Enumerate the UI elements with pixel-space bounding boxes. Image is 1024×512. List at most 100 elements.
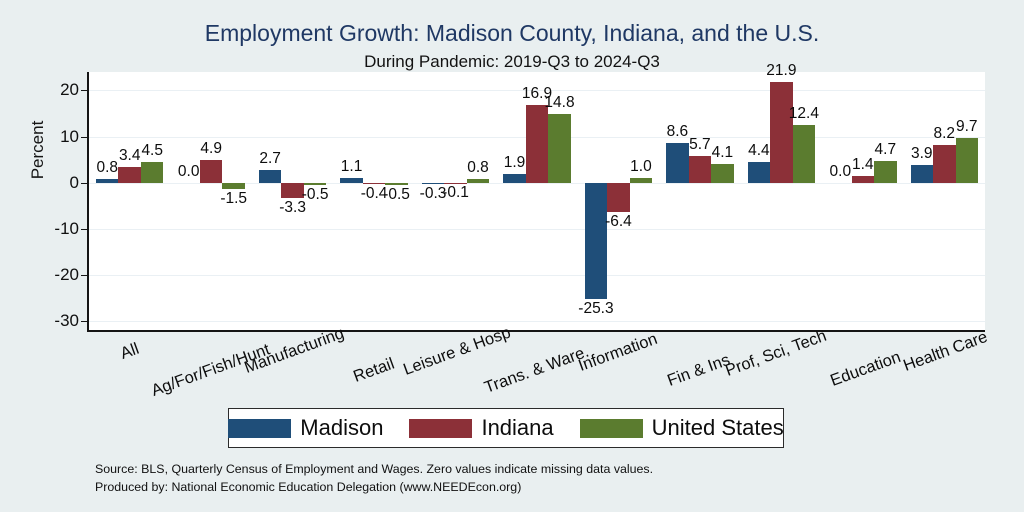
bar-value-label: 1.4 xyxy=(852,156,874,174)
bar xyxy=(222,182,245,190)
bar-value-label: -0.1 xyxy=(442,184,469,202)
chart-footer: Source: BLS, Quarterly Census of Employm… xyxy=(95,461,653,496)
y-axis-tick-label: -20 xyxy=(54,264,79,284)
bar xyxy=(933,144,956,183)
bar xyxy=(955,137,979,183)
bar xyxy=(584,182,608,300)
bar xyxy=(910,164,934,183)
y-axis-tick-mark xyxy=(81,90,88,92)
gridline xyxy=(89,228,985,230)
legend-item[interactable]: Madison xyxy=(228,415,383,441)
bar xyxy=(199,159,223,183)
bar-value-label: 4.5 xyxy=(141,141,163,159)
bar xyxy=(421,182,445,185)
bar xyxy=(548,114,571,183)
legend-item[interactable]: Indiana xyxy=(409,415,554,441)
y-axis-tick-label: -30 xyxy=(54,310,79,330)
bar-value-label: 12.4 xyxy=(788,105,819,123)
bar xyxy=(466,178,490,183)
bar xyxy=(525,104,549,183)
bar-value-label: 5.7 xyxy=(689,136,711,154)
bar-value-label: -1.5 xyxy=(220,190,248,208)
legend-swatch xyxy=(228,418,292,438)
legend-label: Indiana xyxy=(481,415,554,440)
chart-title: Employment Growth: Madison County, India… xyxy=(204,20,820,46)
y-axis-tick-mark xyxy=(81,182,88,184)
bar xyxy=(747,162,771,183)
y-axis-line xyxy=(87,72,89,330)
bar-value-label: -0.4 xyxy=(360,185,388,203)
legend-label: Madison xyxy=(300,415,384,440)
legend-swatch xyxy=(409,418,473,438)
x-axis-category-label: Retail xyxy=(350,354,397,386)
bar xyxy=(688,156,712,183)
bar xyxy=(385,182,408,185)
bar-value-label: -0.5 xyxy=(301,185,329,203)
x-axis-category-label: Information xyxy=(575,329,660,375)
bar xyxy=(118,166,141,183)
footer-producer-line: Produced by: National Economic Education… xyxy=(95,479,522,494)
y-axis-tick-label: 10 xyxy=(60,126,79,146)
gridline xyxy=(89,320,985,322)
bar xyxy=(258,170,282,183)
y-axis-tick-mark xyxy=(81,320,88,322)
gridline xyxy=(89,274,985,276)
bar-value-label: 4.4 xyxy=(748,142,770,160)
bar-value-label: -0.5 xyxy=(383,185,410,203)
x-axis-category-label: Education xyxy=(827,347,903,390)
legend-label: United States xyxy=(651,415,784,440)
legend-item[interactable]: United States xyxy=(579,415,784,441)
bar-value-label: -0.3 xyxy=(419,184,447,202)
x-axis-category-label: Prof, Sci, Tech xyxy=(722,327,829,381)
y-axis-tick-label: -10 xyxy=(54,218,79,238)
bar xyxy=(629,177,653,183)
bar-value-label: 1.1 xyxy=(340,157,363,175)
bar-value-label: 4.9 xyxy=(200,139,222,157)
bar-value-label: 0.0 xyxy=(829,162,852,180)
bar xyxy=(874,160,897,183)
y-axis-tick-label: 0 xyxy=(69,172,79,192)
bar xyxy=(281,182,304,198)
chart-legend: Madison Indiana United States xyxy=(228,408,784,448)
bar-value-label: -6.4 xyxy=(605,213,632,231)
bar-value-label: 21.9 xyxy=(766,61,797,79)
plot-area: 0.8 3.4 4.5 0.0 4.9 -1.5 2.7 -3.3 -0.5 1.1 -0.4 -0.… xyxy=(89,63,985,330)
bar-value-label: 1.0 xyxy=(630,157,652,175)
bar-value-label: 1.9 xyxy=(503,153,526,171)
bar xyxy=(711,163,734,183)
bar-value-label: 2.7 xyxy=(259,150,281,168)
bar-value-label: 4.7 xyxy=(874,140,897,158)
bar-value-label: 4.1 xyxy=(711,143,734,161)
bar-value-label: 3.9 xyxy=(910,144,933,162)
bar xyxy=(666,142,689,183)
bar xyxy=(503,173,526,183)
bar-value-label: 0.0 xyxy=(177,162,200,180)
bar xyxy=(95,178,119,183)
x-axis-category-label: Health Care xyxy=(901,327,991,375)
bar-value-label: 0.8 xyxy=(467,158,489,176)
x-axis-line xyxy=(87,330,985,332)
y-axis-tick-mark xyxy=(81,274,88,276)
bar-value-label: 9.7 xyxy=(955,117,978,135)
bar-value-label: 8.2 xyxy=(933,124,956,142)
chart-subtitle: During Pandemic: 2019-Q3 to 2024-Q3 xyxy=(364,52,660,71)
bar-value-label: 14.8 xyxy=(544,94,575,112)
bar xyxy=(340,177,363,183)
bar xyxy=(444,182,467,185)
x-axis-category-label: Fin & Ins xyxy=(664,350,733,390)
y-axis-tick-mark xyxy=(81,228,88,230)
bar xyxy=(792,125,816,183)
y-axis-tick-label: 20 xyxy=(60,80,79,100)
gridline xyxy=(89,90,985,92)
bar xyxy=(607,182,630,213)
bar xyxy=(362,182,386,185)
legend-swatch xyxy=(579,418,643,438)
x-axis-category-label: Trans. & Ware. xyxy=(482,342,592,397)
bar-value-label: -3.3 xyxy=(279,198,306,216)
bar-value-label: 0.8 xyxy=(96,158,119,176)
bar-value-label: 8.6 xyxy=(666,122,689,140)
y-axis-tick-mark xyxy=(81,136,88,138)
bar xyxy=(851,176,875,183)
bar xyxy=(140,161,164,183)
